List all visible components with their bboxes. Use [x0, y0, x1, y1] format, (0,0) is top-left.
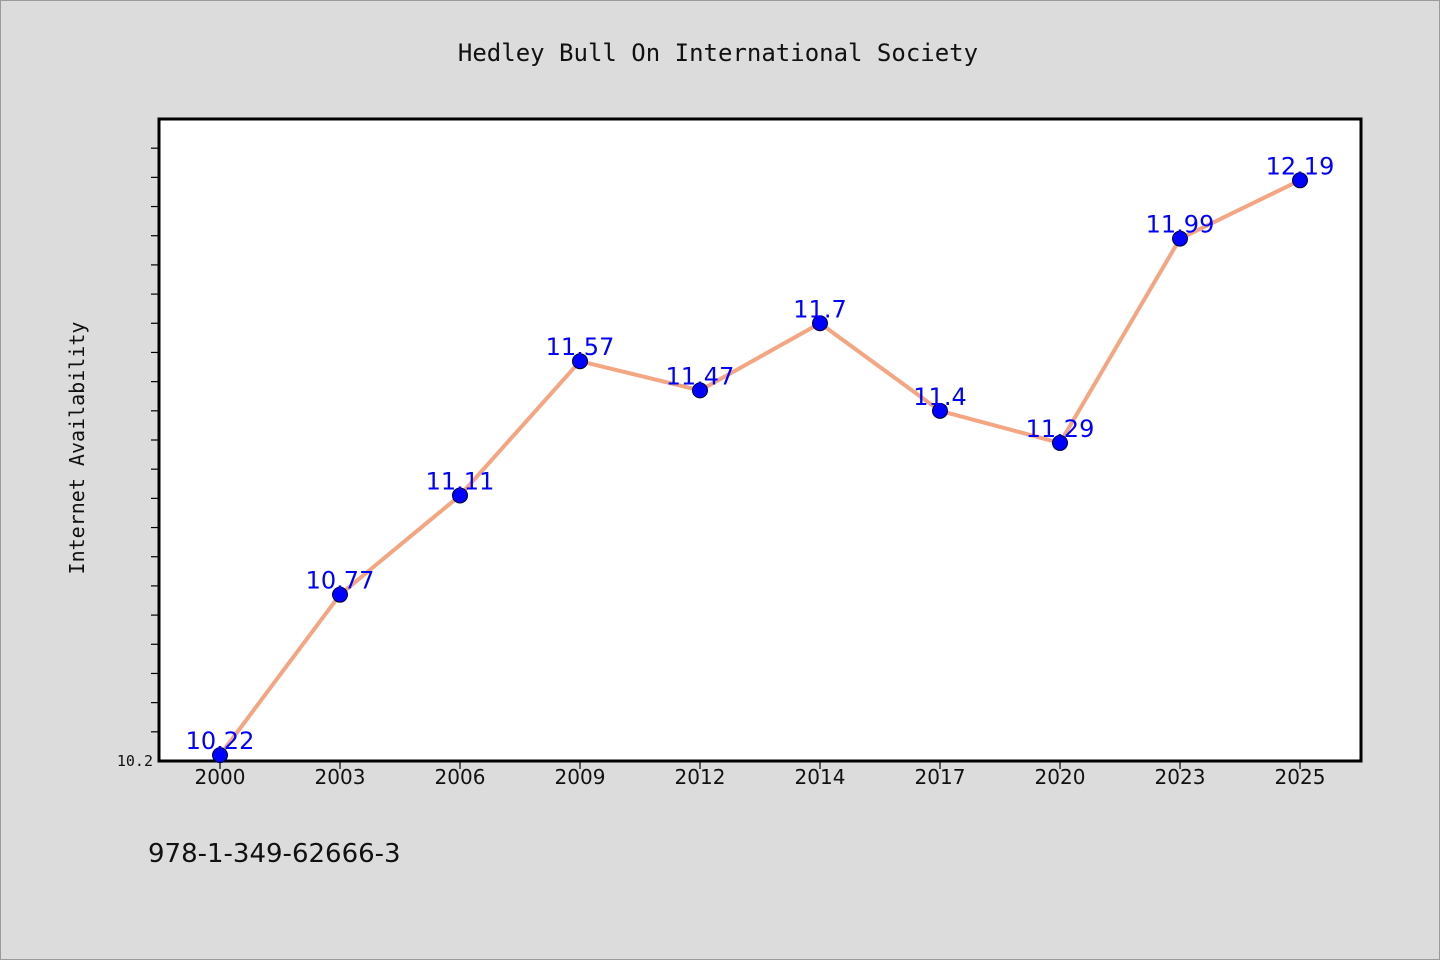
data-point [932, 402, 948, 419]
data-point [572, 353, 588, 370]
x-tick-label: 2020 [1035, 765, 1086, 789]
data-label: 12.19 [1266, 152, 1335, 180]
data-point [1172, 230, 1188, 247]
data-point [1052, 434, 1068, 451]
data-label: 10.22 [186, 727, 255, 755]
isbn-label: 978-1-349-62666-3 [148, 839, 401, 869]
data-label: 11.57 [546, 333, 615, 361]
series-group: 10.22 10.77 11.11 11.57 11.47 11.7 11.4 11.29 11… [186, 152, 1335, 764]
y-tick-label: 10.2 [117, 752, 153, 770]
plot-area [157, 117, 1363, 763]
data-label: 11.7 [793, 295, 846, 323]
data-label: 11.29 [1026, 415, 1095, 443]
data-label: 10.77 [306, 567, 375, 595]
x-tick-label: 2017 [915, 765, 966, 789]
y-axis-label: Internet Availability [65, 322, 89, 575]
data-point [452, 487, 468, 504]
data-point [1292, 172, 1308, 189]
x-tick-label: 2006 [435, 765, 486, 789]
x-tick-label: 2014 [795, 765, 846, 789]
x-axis-ticks: 2000 2003 2006 2009 2012 2014 2017 2020 2023 2025 [195, 761, 1326, 789]
x-tick-label: 2009 [555, 765, 606, 789]
data-label: 11.99 [1146, 211, 1215, 239]
x-tick-label: 2003 [315, 765, 366, 789]
data-label: 11.47 [666, 362, 735, 390]
data-label: 11.11 [426, 467, 495, 495]
x-tick-label: 2025 [1275, 765, 1326, 789]
x-tick-label: 2012 [675, 765, 726, 789]
x-tick-label: 2023 [1155, 765, 1206, 789]
data-label: 11.4 [913, 383, 966, 411]
data-point [812, 315, 828, 332]
series-line [218, 178, 1302, 758]
chart-title: Hedley Bull On International Society [458, 39, 978, 67]
x-tick-label: 2000 [195, 765, 246, 789]
data-point [692, 382, 708, 399]
data-point [212, 747, 228, 764]
y-axis-ticks: 10.2 [117, 147, 159, 770]
data-point [332, 586, 348, 603]
